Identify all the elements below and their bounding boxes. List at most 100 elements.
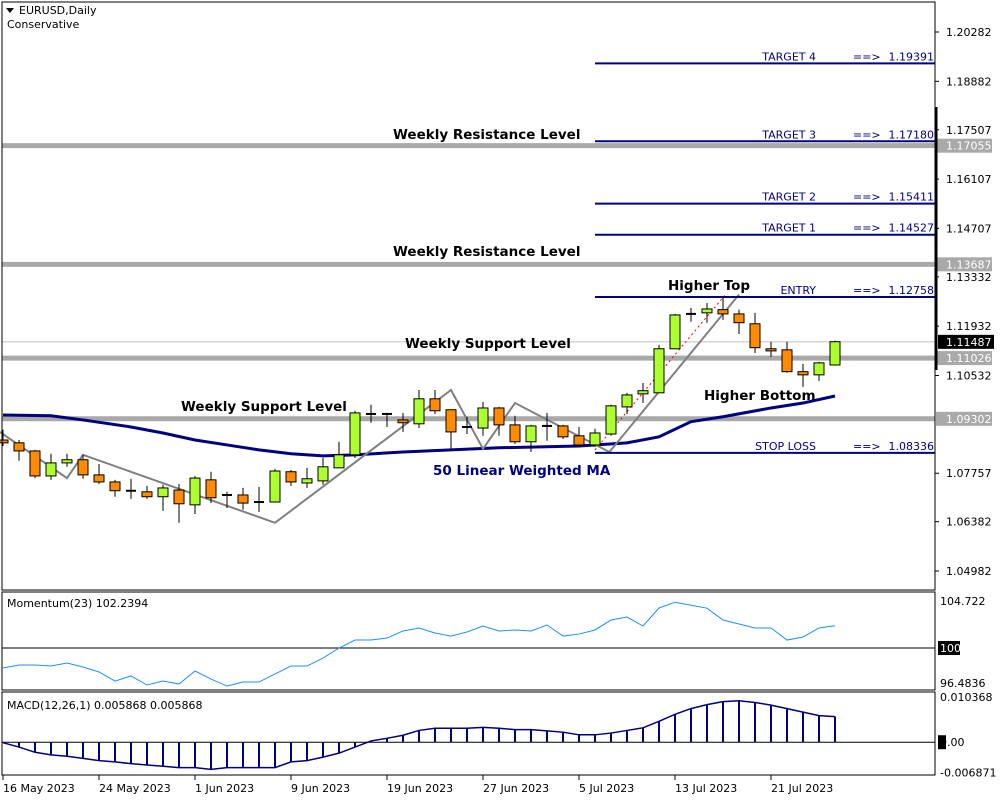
price-tick-label: 1.06382 — [946, 516, 992, 529]
candlestick — [493, 406, 505, 436]
current-price-badge — [938, 334, 994, 349]
macd-tick-label: 0.00 — [940, 736, 965, 749]
target-arrow: ==> — [853, 191, 881, 204]
bear-candle-body — [109, 481, 121, 492]
candlestick — [669, 313, 681, 350]
momentum-title: Momentum(23) 102.2394 — [7, 597, 148, 610]
candlestick — [509, 415, 521, 444]
level-label-support-2: Weekly Support Level — [181, 399, 347, 415]
candlestick — [173, 484, 185, 523]
candlestick — [765, 341, 777, 357]
target-name: ENTRY — [780, 284, 816, 297]
macd-tick-label: 0.010368 — [940, 691, 993, 704]
date-tick-label: 21 Jul 2023 — [771, 782, 833, 795]
level-price-label: 1.13687 — [946, 258, 992, 271]
momentum-tick-label: 104.722 — [940, 595, 986, 608]
price-tick-label: 1.14707 — [946, 222, 992, 235]
bull-candle-body — [413, 398, 425, 425]
momentum-ref-badge — [938, 640, 960, 655]
candlestick — [429, 389, 441, 414]
ma-label: 50 Linear Weighted MA — [433, 463, 611, 479]
dropdown-triangle-icon[interactable] — [6, 8, 14, 13]
momentum-panel-frame — [1, 591, 936, 691]
current-price-label: 1.11487 — [946, 336, 992, 349]
chart-header: EURUSD,Daily Conservative — [6, 4, 97, 31]
target-arrow: ==> — [853, 284, 881, 297]
bear-candle-body — [397, 419, 409, 424]
date-tick-label: 19 Jun 2023 — [387, 782, 453, 795]
bull-candle-body — [333, 454, 345, 469]
candlestick — [77, 454, 89, 479]
candlestick — [637, 382, 649, 404]
date-tick-label: 5 Jul 2023 — [579, 782, 634, 795]
target-name: TARGET 4 — [761, 50, 816, 63]
date-tick-label: 9 Jun 2023 — [291, 782, 350, 795]
bear-candle-body — [29, 450, 41, 477]
candlestick — [141, 485, 153, 499]
target-value: 1.08336 — [889, 440, 935, 453]
bull-candle-body — [525, 425, 537, 443]
bull-candle-body — [605, 405, 617, 435]
level-label-resistance-1: Weekly Resistance Level — [393, 127, 580, 143]
macd-panel[interactable]: 0.010368 0.00 -0.006871 — [2, 691, 996, 779]
target-arrow: ==> — [853, 50, 881, 63]
macd-tick-label: -0.006871 — [940, 766, 996, 779]
bull-candle-body — [301, 478, 313, 484]
price-tick-label: 1.20282 — [946, 26, 992, 39]
candlestick — [781, 341, 793, 373]
level-label-support-1: Weekly Support Level — [405, 336, 571, 352]
bear-candle-body — [77, 459, 89, 476]
level-price-badge — [936, 351, 992, 366]
bear-candle-body — [429, 398, 441, 412]
candlestick — [397, 412, 409, 432]
candlestick — [205, 471, 217, 504]
level-price-label: 1.09302 — [946, 413, 992, 426]
bear-candle-body — [0, 439, 9, 444]
bull-candle-body — [813, 362, 825, 376]
price-tick-label: 1.13332 — [946, 271, 992, 284]
candlestick — [621, 392, 633, 414]
higher-top-label: Higher Top — [668, 278, 750, 294]
candlestick — [157, 484, 169, 511]
candlestick — [542, 412, 552, 441]
candlestick — [686, 307, 696, 322]
candlestick — [813, 361, 825, 381]
candlestick — [477, 401, 489, 436]
candlestick — [717, 297, 729, 320]
candlestick — [589, 428, 601, 447]
date-tick-label: 13 Jul 2023 — [675, 782, 737, 795]
macd-panel-frame — [1, 691, 936, 776]
candlestick — [126, 478, 136, 499]
bull-candle-body — [269, 470, 281, 503]
target-value: 1.14527 — [889, 222, 935, 235]
bull-candle-body — [477, 407, 489, 429]
candlestick — [445, 409, 457, 449]
bear-candle-body — [765, 348, 777, 352]
bear-candle-body — [717, 309, 729, 315]
target-value: 1.17180 — [889, 128, 935, 141]
candlestick — [333, 441, 345, 469]
higher-bottom-label: Higher Bottom — [704, 388, 816, 404]
bear-candle-body — [749, 323, 761, 349]
date-tick-label: 1 Jun 2023 — [195, 782, 254, 795]
bull-candle-body — [669, 314, 681, 350]
bear-candle-body — [557, 425, 569, 438]
momentum-panel[interactable]: 104.722 96.4836 100 — [2, 595, 986, 690]
candlestick — [605, 404, 617, 436]
date-tick-label: 16 May 2023 — [3, 782, 75, 795]
momentum-ref-label: 100 — [940, 642, 961, 655]
candlestick — [462, 416, 472, 435]
bear-candle-body — [797, 371, 809, 376]
bear-candle-body — [781, 349, 793, 373]
target-arrow: ==> — [853, 222, 881, 235]
bear-candle-body — [509, 424, 521, 443]
candlestick — [349, 410, 361, 458]
price-panel[interactable]: 1.20282 1.18882 1.17507 1.16107 1.14707 1.133… — [0, 26, 994, 795]
candlestick — [317, 457, 329, 485]
bull-candle-body — [349, 412, 361, 456]
bear-candle-body — [93, 474, 105, 483]
target-name: STOP LOSS — [755, 440, 816, 453]
macd-zero-badge — [938, 735, 946, 750]
target-value: 1.12758 — [889, 284, 935, 297]
